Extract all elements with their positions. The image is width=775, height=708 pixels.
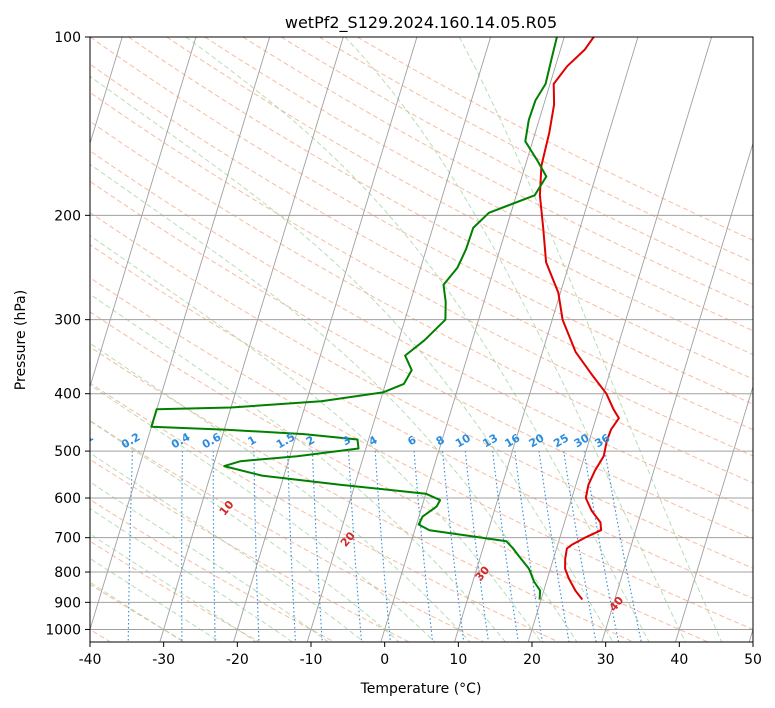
dry-adiabat-line	[90, 180, 753, 540]
y-tick-label: 200	[54, 208, 81, 224]
mixing-ratio-line	[442, 451, 465, 642]
grid-lines	[90, 37, 753, 642]
dry-adiabat-line	[90, 63, 753, 431]
chart-title: wetPf2_S129.2024.160.14.05.R05	[285, 13, 557, 33]
moist-adiabat-line	[90, 163, 578, 642]
isotherm-line	[90, 37, 123, 145]
x-tick-label: -30	[152, 652, 175, 668]
mixing-ratio-label: 0.1	[72, 430, 95, 451]
y-axis-label: Pressure (hPa)	[13, 290, 29, 390]
moist-adiabat-line	[90, 75, 614, 642]
x-tick-label: 30	[597, 652, 615, 668]
dry-adiabat-line	[128, 37, 753, 380]
y-tick-label: 400	[54, 387, 81, 403]
x-tick-label: -40	[79, 652, 102, 668]
axes: -40 -30 -20 -10 0 10 20 30 40 50 100 200 300 400 500 60…	[45, 30, 762, 668]
isotherm-line	[675, 384, 753, 642]
y-tick-label: 300	[54, 313, 81, 329]
y-tick-label: 600	[54, 491, 81, 507]
temperature-profile-line	[538, 37, 620, 601]
dry-adiabat-line	[90, 311, 709, 642]
y-tick-label: 100	[54, 30, 81, 46]
dry-adiabat-line	[357, 37, 753, 241]
y-tick-label: 800	[54, 565, 81, 581]
dry-adiabat-line	[204, 37, 753, 332]
dry-adiabat-line	[90, 498, 335, 642]
y-tick-label: 700	[54, 531, 81, 547]
mixing-ratio-line	[514, 451, 544, 642]
y-tick-label: 900	[54, 595, 81, 611]
isotherm-line	[454, 37, 639, 642]
isotherm-line	[90, 37, 197, 388]
x-tick-label: -20	[226, 652, 249, 668]
x-tick-label: -10	[300, 652, 323, 668]
mixing-ratio-line	[563, 451, 597, 642]
moist-adiabat-line	[90, 452, 365, 642]
x-axis-label: Temperature (°C)	[360, 681, 482, 697]
dry-adiabat-line	[280, 37, 753, 286]
y-tick-label: 1000	[45, 622, 81, 638]
x-tick-label: 50	[744, 652, 762, 668]
profile-lines	[150, 37, 620, 601]
y-tick-label: 500	[54, 444, 81, 460]
dry-adiabat-line	[90, 91, 753, 457]
dry-adiabat-line	[90, 120, 753, 484]
plot-background	[90, 37, 753, 642]
moist-adiabat-line	[90, 342, 471, 642]
isotherm-line	[601, 141, 753, 642]
moist-adiabat-line	[90, 481, 329, 642]
dewpoint-profile-line	[150, 37, 558, 600]
x-tick-label: 0	[380, 652, 389, 668]
x-tick-label: 40	[670, 652, 688, 668]
moist-adiabat-line	[458, 37, 723, 642]
plot-frame	[89, 36, 754, 643]
dry-adiabat-line	[90, 37, 753, 405]
x-tick-label: 10	[449, 652, 467, 668]
moist-adiabat-line	[344, 37, 686, 642]
moist-adiabat-line	[90, 533, 257, 642]
isotherm-line	[306, 37, 492, 642]
mixing-ratio-line	[492, 451, 519, 642]
isotherm-line	[159, 37, 344, 642]
moist-adiabat-line	[90, 234, 542, 642]
isotherm-line	[527, 37, 713, 642]
dry-adiabat-line	[90, 420, 485, 642]
mixing-ratio-line	[464, 451, 490, 642]
isotherm-line	[233, 37, 418, 642]
isotherm-line	[380, 37, 565, 642]
isotherm-line	[90, 37, 271, 631]
mixing-ratio-line	[538, 451, 570, 642]
x-tick-label: 20	[523, 652, 541, 668]
mixing-ratio-line	[604, 451, 642, 642]
